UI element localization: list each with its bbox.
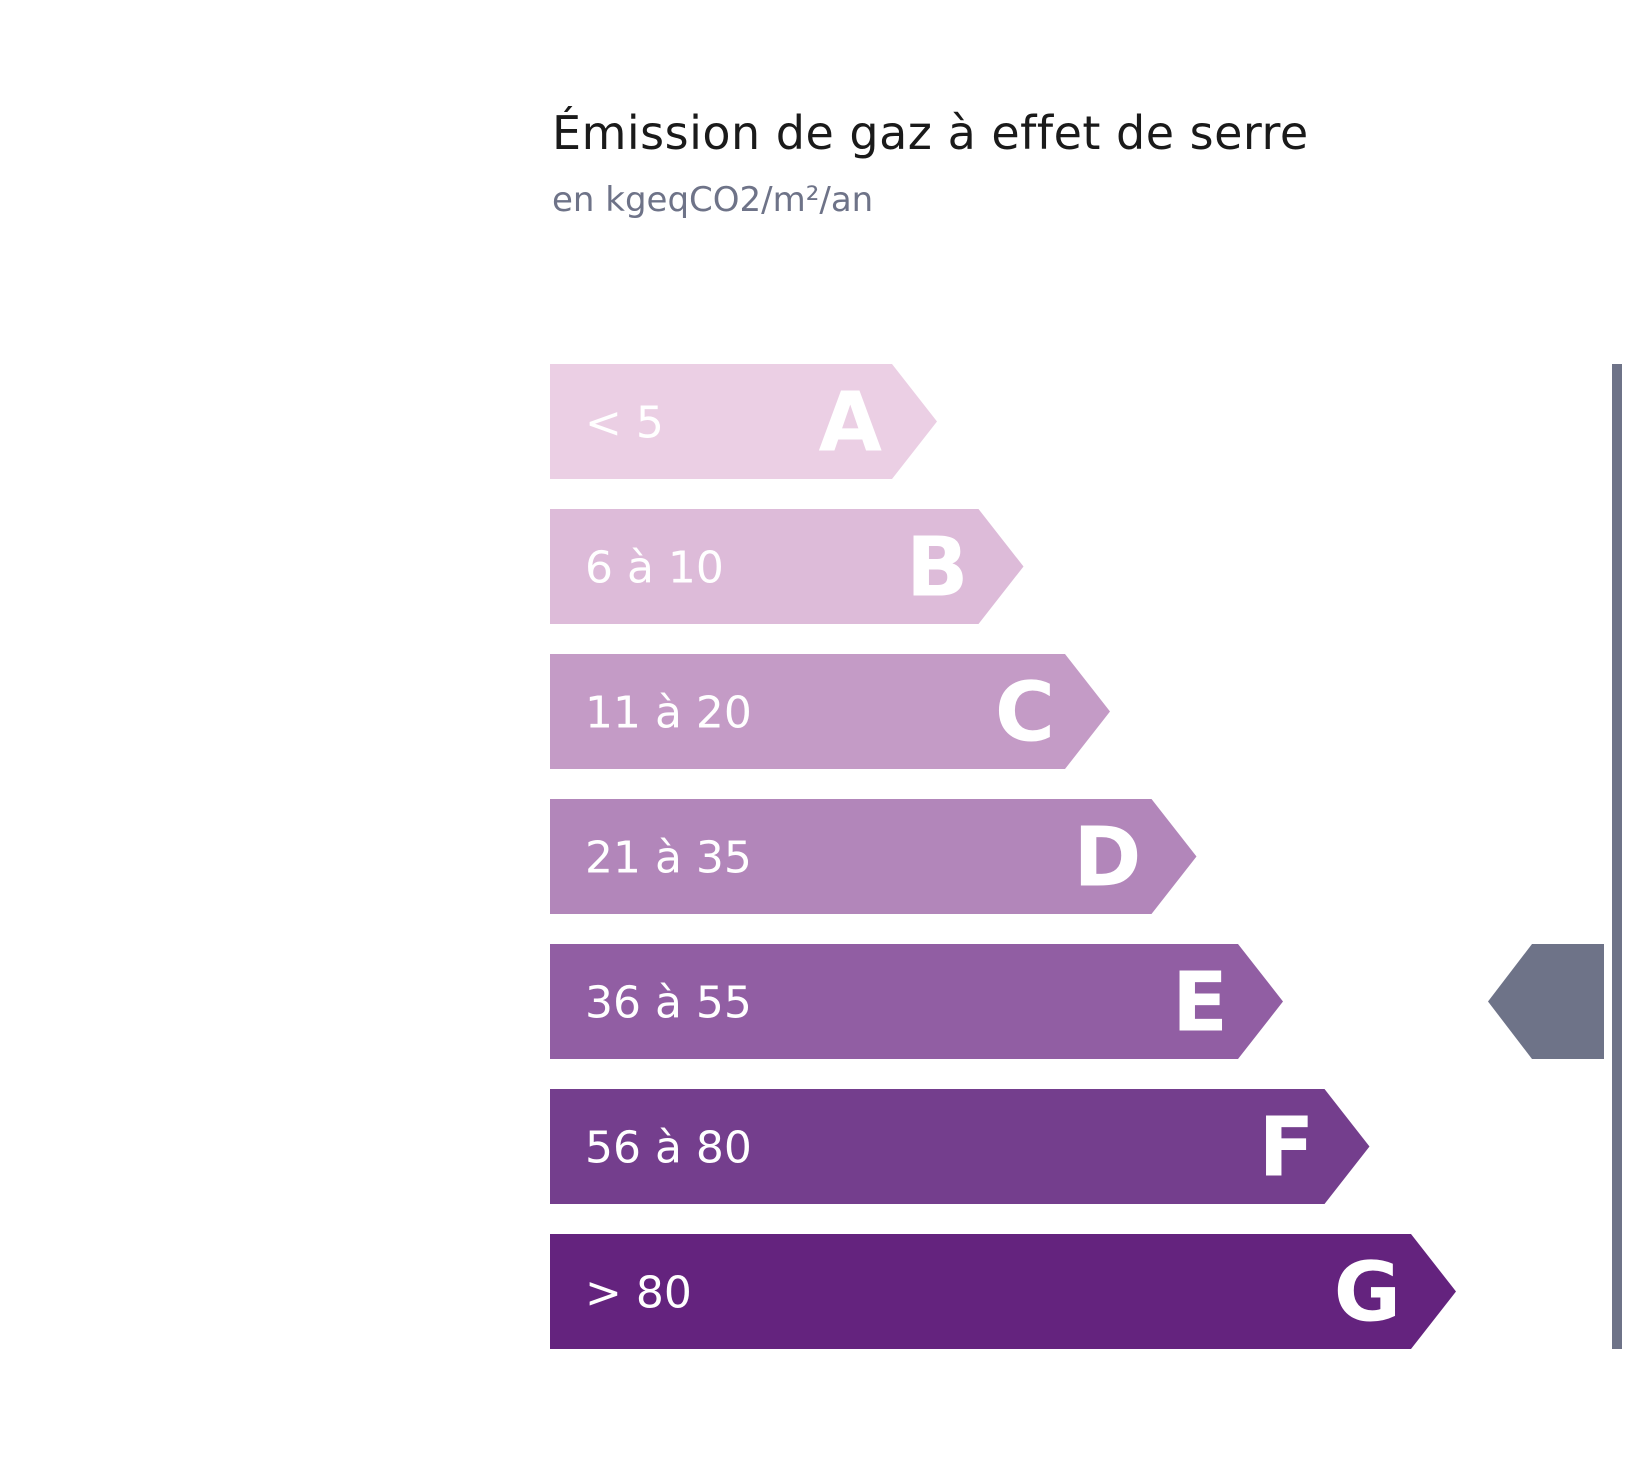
class-bar-a xyxy=(550,364,937,479)
class-letter: G xyxy=(1334,1246,1401,1341)
class-letter: A xyxy=(819,376,883,471)
class-letter: B xyxy=(906,521,969,616)
class-letter: E xyxy=(1172,956,1228,1051)
class-bars: < 5 A 6 à 10 B 11 à 20 C 21 à 35 D 36 à 55 E 56 à … xyxy=(550,364,1456,1349)
scale-vertical-line xyxy=(1612,364,1622,1349)
class-bar-g xyxy=(550,1234,1456,1349)
class-bar-f xyxy=(550,1089,1370,1204)
class-range-label: 21 à 35 xyxy=(585,833,752,884)
class-range-label: 36 à 55 xyxy=(585,978,752,1029)
selected-class-pointer xyxy=(1488,944,1604,1059)
chart-subtitle: en kgeqCO2/m²/an xyxy=(552,180,874,220)
class-letter: C xyxy=(995,666,1055,761)
class-range-label: < 5 xyxy=(585,398,664,449)
class-bar-d xyxy=(550,799,1197,914)
class-range-label: 6 à 10 xyxy=(585,543,724,594)
class-range-label: 11 à 20 xyxy=(585,688,752,739)
class-letter: F xyxy=(1258,1101,1314,1196)
class-bar-e xyxy=(550,944,1283,1059)
class-bar-c xyxy=(550,654,1110,769)
class-range-label: > 80 xyxy=(585,1268,692,1319)
class-range-label: 56 à 80 xyxy=(585,1123,752,1174)
class-letter: D xyxy=(1073,811,1141,906)
chart-title: Émission de gaz à effet de serre xyxy=(552,106,1309,160)
class-bar-b xyxy=(550,509,1024,624)
current-class-indicator xyxy=(1488,364,1622,1349)
